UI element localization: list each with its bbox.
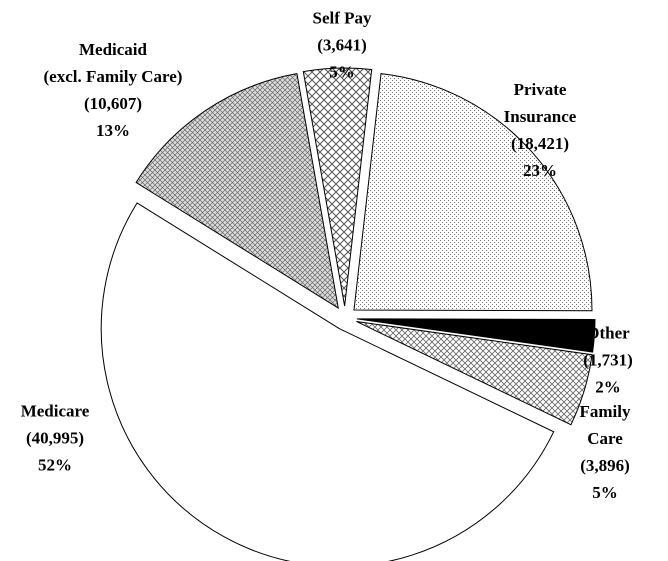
- count-label: (3,641): [317, 35, 367, 55]
- count-label: (10,607): [83, 94, 143, 113]
- slice-label: Family Care (3,896) 5%: [574, 398, 637, 506]
- count-label: (1,731): [583, 350, 633, 370]
- category-label: Family Care: [579, 402, 631, 448]
- pie-slice: [302, 67, 373, 307]
- pie-slice: [135, 73, 339, 310]
- category-label: Medicare: [20, 401, 90, 421]
- pie-slice: [100, 202, 555, 561]
- category-label: Self Pay: [312, 8, 372, 28]
- percent-label: 2%: [595, 377, 621, 397]
- category-label: Other: [586, 323, 630, 343]
- percent-label: 13%: [95, 121, 130, 140]
- slice-label: Other (1,731) 2%: [583, 320, 633, 401]
- percent-label: 23%: [523, 161, 557, 180]
- count-label: (40,995): [25, 428, 85, 448]
- pie-slice: [356, 318, 596, 353]
- category-label: Medicaid (excl. Family Care): [43, 40, 183, 86]
- slice-label: Private Insurance (18,421) 23%: [476, 76, 604, 184]
- percent-label: 5%: [592, 483, 618, 502]
- percent-label: 5%: [329, 62, 355, 82]
- pie-slice: [356, 320, 593, 426]
- category-label: Private Insurance: [503, 80, 577, 126]
- percent-label: 52%: [37, 455, 72, 475]
- pie-slice: [353, 73, 593, 312]
- slice-label: Medicare (40,995) 52%: [21, 398, 90, 479]
- count-label: (18,421): [510, 134, 570, 153]
- slice-label: Self Pay (3,641) 5%: [312, 5, 371, 86]
- count-label: (3,896): [580, 456, 630, 475]
- slice-label: Medicaid (excl. Family Care) (10,607) 13%: [44, 36, 183, 144]
